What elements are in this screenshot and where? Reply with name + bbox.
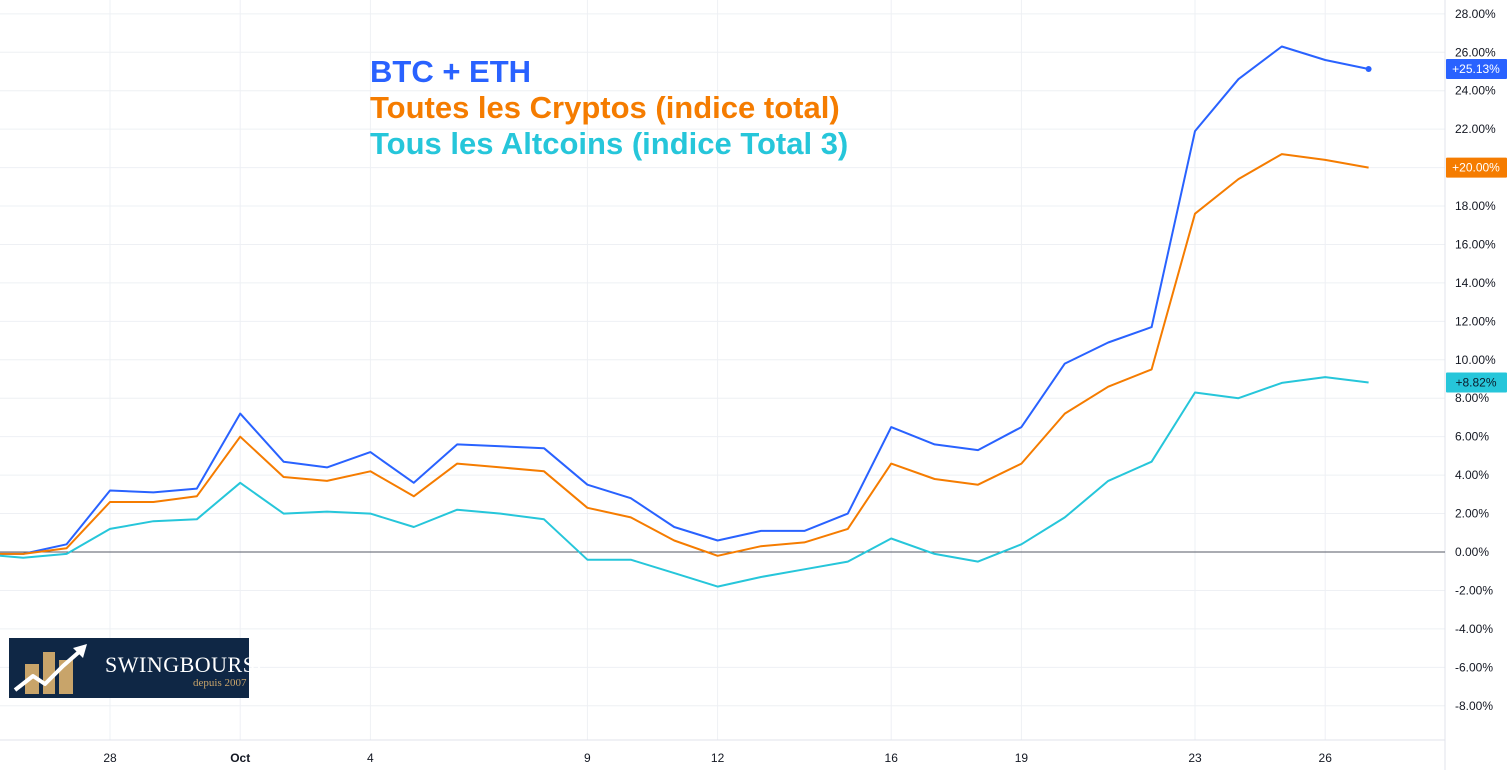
y-tick-label: 4.00%	[1455, 468, 1489, 482]
logo-tagline: depuis 2007	[193, 677, 247, 689]
x-tick-label: 4	[367, 751, 374, 765]
series-line-1	[0, 153, 1369, 557]
y-tick-label: 22.00%	[1455, 122, 1496, 136]
swingbourse-logo: SWINGBOURSE depuis 2007	[9, 638, 269, 698]
y-tick-label: 26.00%	[1455, 45, 1496, 59]
last-value-badge-1	[1446, 157, 1507, 178]
x-tick-label: 12	[711, 751, 725, 765]
y-tick-label: 8.00%	[1455, 391, 1489, 405]
series-layer	[0, 45, 1372, 588]
price-badges: +25.13% +20.00% +8.82%	[1446, 59, 1507, 393]
x-tick-label: 16	[885, 751, 899, 765]
y-tick-label: 6.00%	[1455, 430, 1489, 444]
logo-wordmark: SWINGBOURSE	[105, 652, 270, 677]
x-tick-label: 9	[584, 751, 591, 765]
y-tick-label: 2.00%	[1455, 507, 1489, 521]
y-tick-label: 24.00%	[1455, 84, 1496, 98]
y-tick-label: -8.00%	[1455, 699, 1493, 713]
series-line-2	[0, 376, 1369, 588]
last-value-badge-0	[1446, 59, 1507, 80]
y-tick-label: 16.00%	[1455, 237, 1496, 251]
x-tick-label: 26	[1319, 751, 1333, 765]
x-tick-label: 23	[1188, 751, 1202, 765]
last-value-label-2: +8.82%	[1455, 375, 1496, 389]
y-axis: 28.00%26.00%24.00%22.00%20.00%18.00%16.0…	[1455, 7, 1496, 713]
last-value-label-1: +20.00%	[1452, 161, 1500, 175]
y-tick-label: 12.00%	[1455, 314, 1496, 328]
x-tick-label: Oct	[230, 751, 250, 765]
y-tick-label: -4.00%	[1455, 622, 1493, 636]
y-tick-label: -6.00%	[1455, 660, 1493, 674]
y-tick-label: 14.00%	[1455, 276, 1496, 290]
legend-entry-altcoins: Tous les Altcoins (indice Total 3)	[370, 126, 849, 161]
y-tick-label: 0.00%	[1455, 545, 1489, 559]
last-point-marker	[1365, 66, 1372, 73]
logo-chart-icon	[13, 644, 87, 694]
x-tick-label: 19	[1015, 751, 1029, 765]
legend-entry-btc-eth: BTC + ETH	[370, 54, 532, 89]
x-tick-label: 28	[103, 751, 117, 765]
last-value-label-0: +25.13%	[1452, 62, 1500, 76]
y-tick-label: 28.00%	[1455, 7, 1496, 21]
series-line-0	[0, 45, 1369, 555]
legend: BTC + ETH Toutes les Cryptos (indice tot…	[370, 54, 848, 162]
y-tick-label: 18.00%	[1455, 199, 1496, 213]
y-tick-label: 10.00%	[1455, 353, 1496, 367]
y-tick-label: -2.00%	[1455, 583, 1493, 597]
x-axis: 28 Oct 4 9 12 16 19 23 26	[103, 751, 1332, 765]
legend-entry-total-crypto: Toutes les Cryptos (indice total)	[370, 90, 840, 125]
last-value-badge-2	[1446, 372, 1507, 393]
